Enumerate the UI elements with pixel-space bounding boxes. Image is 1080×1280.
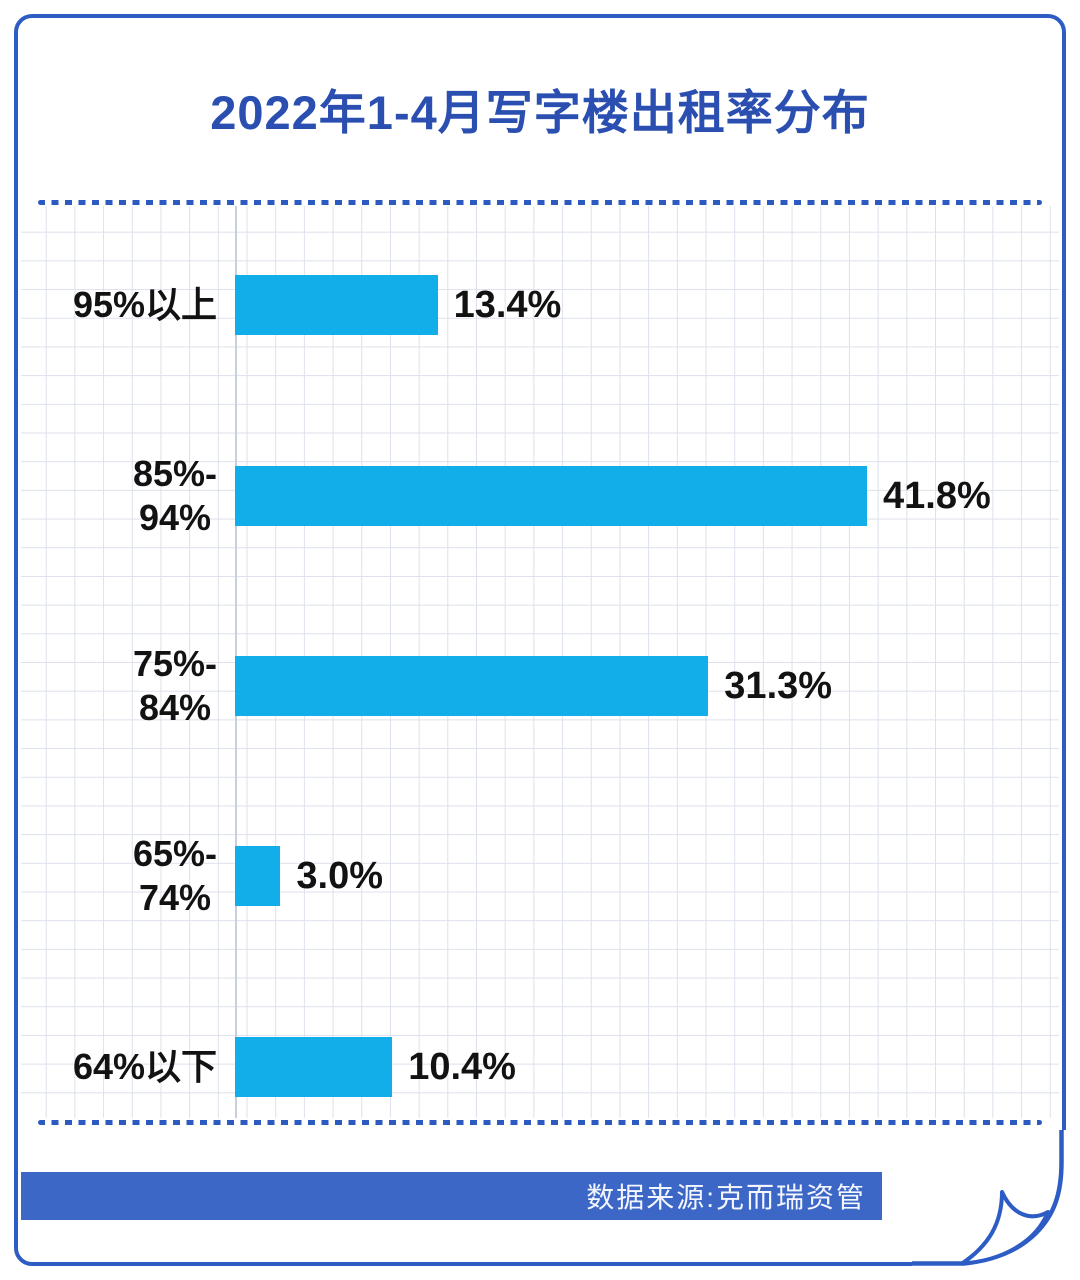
top-dotted-divider xyxy=(38,200,1042,205)
chart-row: 95%以上 13.4% xyxy=(21,274,1059,336)
bar xyxy=(235,656,709,716)
category-label-box: 85%- 94% xyxy=(21,452,217,540)
value-label: 10.4% xyxy=(408,1045,516,1088)
source-label: 数据来源:克而瑞资管 xyxy=(586,1182,866,1213)
value-label: 3.0% xyxy=(296,854,384,897)
source-band: 数据来源:克而瑞资管 xyxy=(21,1172,882,1220)
chart-plot-area: 95%以上 13.4% 85%- 94% 41.8% 75%- 84% 31.3% 65%-… xyxy=(21,206,1059,1118)
category-label: 64%以下 xyxy=(72,1046,217,1087)
chart-title: 2022年1-4月写字楼出租率分布 xyxy=(210,86,870,139)
bottom-dotted-divider xyxy=(38,1120,1042,1125)
bar xyxy=(235,1037,393,1097)
page-curl-icon xyxy=(912,1130,1070,1270)
chart-row: 64%以下 10.4% xyxy=(21,1036,1059,1098)
category-label-box: 95%以上 xyxy=(21,283,217,327)
category-label-box: 64%以下 xyxy=(21,1045,217,1089)
bar xyxy=(235,466,867,526)
bar xyxy=(235,275,438,335)
value-label: 31.3% xyxy=(724,664,833,707)
value-label: 13.4% xyxy=(453,283,562,326)
category-label-box: 75%- 84% xyxy=(21,642,217,730)
bar xyxy=(235,846,281,906)
category-label: 75%- 84% xyxy=(132,643,217,728)
category-label: 85%- 94% xyxy=(132,453,217,538)
category-label: 95%以上 xyxy=(72,284,217,325)
category-label: 65%- 74% xyxy=(132,833,217,918)
chart-row: 85%- 94% 41.8% xyxy=(21,453,1059,538)
chart-row: 75%- 84% 31.3% xyxy=(21,643,1059,728)
category-label-box: 65%- 74% xyxy=(21,832,217,920)
value-label: 41.8% xyxy=(883,474,991,517)
chart-row: 65%- 74% 3.0% xyxy=(21,833,1059,918)
